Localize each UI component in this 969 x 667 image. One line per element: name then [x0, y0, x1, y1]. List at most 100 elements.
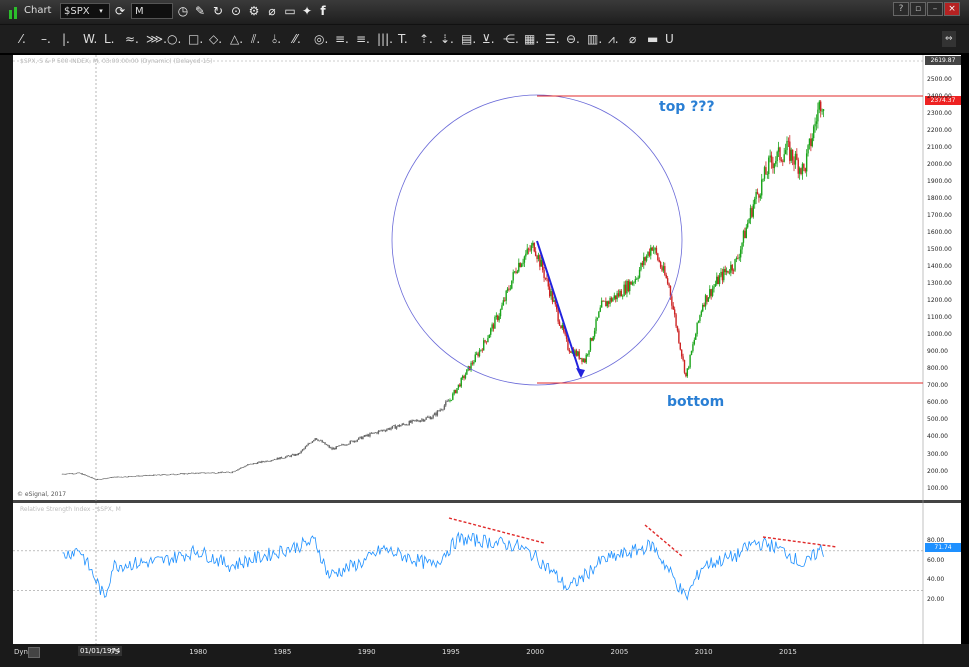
price-candle-body	[777, 147, 780, 152]
price-candle-body	[221, 471, 224, 473]
twitter-icon[interactable]: ✦	[301, 4, 313, 18]
drawing-tool-24[interactable]: ▦.	[524, 32, 540, 46]
price-candle-body	[457, 384, 460, 389]
clock-icon[interactable]: ◷	[177, 4, 189, 18]
drawing-tool-15[interactable]: ≡.	[335, 32, 349, 46]
link-icon[interactable]: ⌀	[268, 4, 276, 18]
price-candle-body	[752, 204, 754, 217]
price-candle-body	[675, 314, 677, 327]
drawing-tool-6[interactable]: ⋙.	[146, 32, 167, 46]
price-candle-body	[560, 325, 562, 329]
settings-icon[interactable]: ⚙	[248, 4, 260, 18]
price-candle-body	[518, 262, 520, 272]
price-candle-body	[285, 456, 287, 458]
price-candle-body	[443, 405, 446, 410]
facebook-icon[interactable]: f	[320, 4, 326, 18]
drawing-tool-30[interactable]: ▬	[647, 32, 659, 46]
drawing-tool-25[interactable]: ☰.	[545, 32, 560, 46]
drawing-tool-28[interactable]: ⩘.	[608, 32, 619, 46]
price-candle-body	[185, 473, 187, 475]
close-icon[interactable]: ×	[944, 2, 960, 16]
price-candle-body	[550, 290, 552, 297]
price-candle-body	[812, 126, 815, 139]
drawing-tool-8[interactable]: □.	[188, 32, 204, 46]
drawing-tool-18[interactable]: T.	[398, 32, 408, 46]
drawing-tool-4[interactable]: L.	[104, 32, 115, 46]
price-candle-body	[593, 330, 596, 337]
price-tick-label: 1100.00	[927, 314, 952, 322]
cycle-icon[interactable]: ↻	[212, 4, 224, 18]
pencil-icon[interactable]: ✎	[194, 4, 206, 18]
high-price-tag: 2619.87	[925, 56, 961, 65]
interval-input[interactable]: M	[131, 3, 173, 19]
drawing-tool-31[interactable]: U	[665, 32, 674, 46]
drawing-tool-13[interactable]: ⁄⁄.	[293, 32, 301, 46]
symbol-input[interactable]: $SPX	[60, 3, 110, 19]
target-icon[interactable]: ⊙	[230, 4, 242, 18]
price-candle-body	[106, 478, 109, 479]
symbol-dropdown-icon[interactable]: ▾	[99, 7, 103, 15]
drawing-tool-7[interactable]: ○.	[167, 32, 182, 46]
price-tick-label: 1300.00	[927, 280, 952, 288]
price-candle-body	[515, 271, 517, 273]
drawing-tool-12[interactable]: ⫰.	[272, 32, 282, 46]
drawing-tool-11[interactable]: ⫽.	[251, 32, 261, 46]
price-candle-body	[606, 301, 608, 307]
price-candle-body	[322, 442, 325, 443]
price-candle-body	[623, 284, 625, 297]
price-candle-body	[143, 475, 145, 476]
minimize-icon[interactable]: –	[927, 2, 943, 16]
price-candle-body	[370, 433, 373, 434]
price-candle-body	[234, 470, 236, 472]
price-tick-label: 400.00	[927, 433, 948, 441]
drawing-tool-3[interactable]: W.	[83, 32, 98, 46]
price-candle-body	[644, 257, 646, 261]
refresh-icon[interactable]: ⟳	[114, 4, 126, 18]
toolbar-expand-button[interactable]: ⇔	[942, 31, 956, 47]
help-icon[interactable]: ?	[893, 2, 909, 16]
comment-icon[interactable]: ▭	[284, 4, 296, 18]
drawing-tool-16[interactable]: ≡.	[356, 32, 370, 46]
price-candle-body	[442, 409, 444, 410]
drawing-tool-2[interactable]: |.	[62, 32, 70, 46]
price-candle-body	[129, 476, 131, 477]
price-candle-body	[327, 444, 329, 446]
drawing-tool-9[interactable]: ◇.	[209, 32, 223, 46]
price-candle-body	[306, 445, 308, 447]
drawing-tool-23[interactable]: ⋲.	[503, 32, 519, 46]
drawing-tool-0[interactable]: ⁄.	[20, 32, 26, 46]
price-candle-body	[342, 444, 344, 446]
drawing-tool-29[interactable]: ⌀	[629, 32, 637, 46]
dyn-toggle-icon[interactable]	[28, 647, 40, 658]
price-tick-label: 2200.00	[927, 127, 952, 135]
price-candle-body	[728, 272, 731, 274]
price-candle-body	[463, 376, 465, 379]
drawing-tool-14[interactable]: ◎.	[314, 32, 329, 46]
drawing-tool-17[interactable]: |||.	[377, 32, 393, 46]
price-candle-body	[636, 278, 638, 280]
drawing-tool-1[interactable]: –.	[41, 32, 51, 46]
price-candle-body	[321, 440, 323, 443]
price-candle-body	[810, 138, 812, 147]
drawing-tool-10[interactable]: △.	[230, 32, 244, 46]
drawing-tool-26[interactable]: ⊖.	[566, 32, 580, 46]
drawing-tool-20[interactable]: ⇣.	[440, 32, 454, 46]
drawing-tool-21[interactable]: ▤.	[461, 32, 477, 46]
drawing-tool-22[interactable]: ⊻.	[482, 32, 495, 46]
price-candle-body	[577, 351, 579, 356]
price-candle-body	[703, 304, 705, 307]
dyn-label[interactable]: Dyn	[14, 648, 28, 656]
price-candle-body	[379, 430, 381, 432]
drawing-tool-5[interactable]: ≈.	[125, 32, 139, 46]
price-candle-body	[244, 466, 246, 468]
drawing-tool-27[interactable]: ▥.	[587, 32, 603, 46]
price-candle-body	[811, 138, 813, 147]
price-candle-body	[140, 475, 142, 477]
price-candle-body	[217, 472, 220, 474]
price-candle-body	[394, 425, 396, 429]
chart-area[interactable]	[13, 55, 961, 644]
pin-icon[interactable]: ▫	[910, 2, 926, 16]
price-candle-body	[422, 419, 425, 422]
drawing-tool-19[interactable]: ⇡.	[419, 32, 433, 46]
